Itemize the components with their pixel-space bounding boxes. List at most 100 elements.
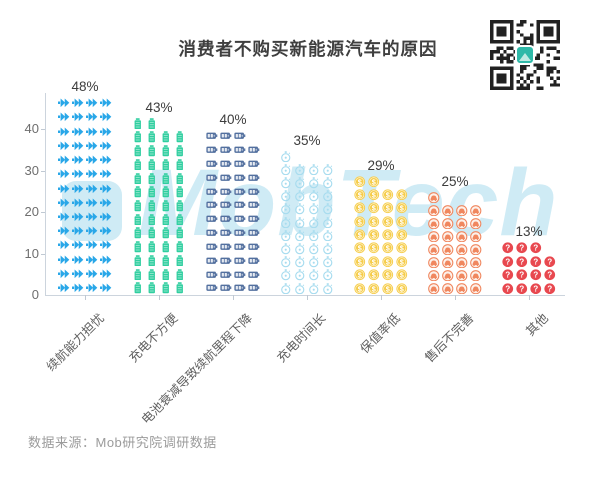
svg-text:$: $ <box>372 285 376 293</box>
battery-vertical-icon <box>146 255 158 267</box>
fast-forward-icon <box>86 154 98 166</box>
charging-battery-icon <box>248 158 260 170</box>
bar-value-label: 13% <box>515 224 543 240</box>
fast-forward-icon <box>58 126 70 138</box>
car-icon <box>456 282 468 295</box>
x-tick-mark <box>529 295 530 300</box>
fast-forward-icon <box>72 126 84 138</box>
charging-battery-icon <box>234 227 246 239</box>
pictogram-bar <box>57 96 113 295</box>
chart-title: 消费者不购买新能源汽车的原因 <box>178 39 438 59</box>
fast-forward-icon <box>86 197 98 209</box>
mobtech-qr-logo-icon <box>515 45 535 65</box>
stopwatch-icon <box>308 256 320 268</box>
fast-forward-icon <box>86 183 98 195</box>
stopwatch-icon <box>308 269 320 281</box>
coin-icon: $ <box>354 242 366 254</box>
fast-forward-icon <box>58 268 70 280</box>
charging-battery-icon <box>206 227 218 239</box>
fast-forward-icon <box>100 126 112 138</box>
svg-text:$: $ <box>400 205 404 213</box>
stopwatch-icon <box>322 190 334 202</box>
charging-battery-icon <box>220 158 232 170</box>
fast-forward-icon <box>72 225 84 237</box>
coin-icon: $ <box>382 256 394 268</box>
stopwatch-icon <box>280 282 292 295</box>
svg-text:$: $ <box>386 231 390 239</box>
charging-battery-icon <box>234 144 246 156</box>
y-tick-label: 20 <box>24 204 39 219</box>
charging-battery-icon <box>248 144 260 156</box>
charging-battery-icon <box>234 186 246 198</box>
svg-text:$: $ <box>386 191 390 199</box>
fast-forward-icon <box>100 168 112 180</box>
stopwatch-icon <box>308 230 320 242</box>
svg-text:$: $ <box>400 231 404 239</box>
question-icon: ? <box>502 269 514 281</box>
fast-forward-icon <box>58 183 70 195</box>
data-source: 数据来源：Mob研究院调研数据 <box>28 435 217 450</box>
charging-battery-icon <box>206 144 218 156</box>
bar-value-label: 48% <box>71 78 99 94</box>
x-axis-label: 其他 <box>523 311 551 339</box>
fast-forward-icon <box>58 211 70 223</box>
fast-forward-icon <box>72 168 84 180</box>
y-tick-label: 10 <box>24 245 39 261</box>
fast-forward-icon <box>86 140 98 152</box>
svg-text:?: ? <box>547 284 552 293</box>
coin-icon: $ <box>368 269 380 281</box>
charging-battery-icon <box>248 282 260 294</box>
battery-vertical-icon <box>174 241 186 253</box>
svg-text:?: ? <box>519 284 524 293</box>
battery-vertical-icon <box>146 117 158 130</box>
fast-forward-icon <box>100 183 112 195</box>
question-icon: ? <box>530 269 542 281</box>
battery-vertical-icon <box>160 282 172 294</box>
question-icon: ? <box>530 242 542 254</box>
stopwatch-icon <box>280 203 292 215</box>
battery-vertical-icon <box>132 159 144 171</box>
y-tick-mark <box>41 129 45 130</box>
stopwatch-icon <box>280 243 292 255</box>
svg-text:$: $ <box>372 272 376 280</box>
car-icon <box>428 256 440 269</box>
svg-text:$: $ <box>372 245 376 253</box>
car-icon <box>456 218 468 230</box>
coin-icon: $ <box>396 269 408 281</box>
charging-battery-icon <box>220 255 232 267</box>
svg-text:$: $ <box>372 191 376 199</box>
battery-vertical-icon <box>174 159 186 171</box>
svg-text:?: ? <box>519 271 524 280</box>
fast-forward-icon <box>86 225 98 237</box>
fast-forward-icon <box>100 111 112 123</box>
car-icon <box>442 205 454 217</box>
stopwatch-icon <box>294 230 306 242</box>
battery-vertical-icon <box>132 131 144 143</box>
battery-vertical-icon <box>132 227 144 239</box>
svg-text:$: $ <box>372 218 376 226</box>
stopwatch-icon <box>280 256 292 268</box>
pictogram-bar <box>427 191 483 295</box>
battery-vertical-icon <box>160 159 172 171</box>
pictogram-bar: $ $ $ $ $ $ $ $ $ $ $ $ $ $ $ $ $ $ $ $ $ $ $ $ $ $ $ $ $ $ $ $ $ $ <box>353 175 409 295</box>
car-icon <box>470 218 482 230</box>
svg-text:$: $ <box>372 258 376 266</box>
battery-vertical-icon <box>146 145 158 157</box>
car-icon <box>456 205 468 217</box>
fast-forward-icon <box>72 239 84 251</box>
stopwatch-icon <box>308 177 320 189</box>
pictogram-bar <box>279 150 335 295</box>
fast-forward-icon <box>86 211 98 223</box>
battery-vertical-icon <box>132 268 144 281</box>
battery-vertical-icon <box>146 282 158 294</box>
stopwatch-icon <box>294 269 306 281</box>
fast-forward-icon <box>58 197 70 209</box>
stopwatch-icon <box>308 190 320 202</box>
charging-battery-icon <box>206 130 218 142</box>
car-icon <box>428 192 440 204</box>
svg-text:$: $ <box>358 258 362 266</box>
charging-battery-icon <box>206 241 218 253</box>
svg-text:?: ? <box>505 271 510 280</box>
